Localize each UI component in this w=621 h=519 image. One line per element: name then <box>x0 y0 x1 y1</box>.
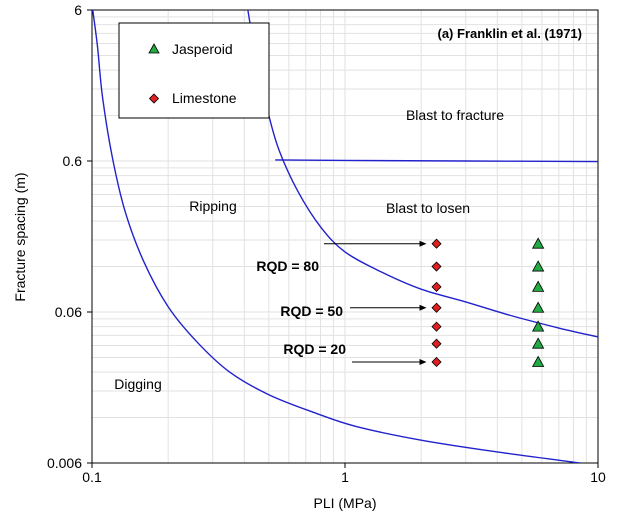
x-tick-label: 0.1 <box>82 469 102 485</box>
axis-ticks <box>87 9 599 468</box>
jasperoid-point <box>531 260 545 272</box>
x-tick-label: 1 <box>341 469 349 485</box>
region-label-blast-to-fracture: Blast to fracture <box>406 107 504 123</box>
limestone-point <box>431 338 442 349</box>
limestone-point <box>431 356 442 368</box>
rqd-arrow-head <box>419 358 427 365</box>
legend-box <box>118 22 270 119</box>
rqd-50-label: RQD = 50 <box>280 303 343 319</box>
y-tick-label: 0.06 <box>55 304 82 320</box>
region-label-ripping: Ripping <box>189 198 236 214</box>
y-tick-label: 0.006 <box>47 455 82 471</box>
jasperoid-point <box>531 280 545 292</box>
limestone-point <box>431 281 442 292</box>
rqd-80-label: RQD = 80 <box>256 258 319 274</box>
boundary-curve-1 <box>92 10 581 463</box>
limestone-point <box>431 302 442 313</box>
region-label-blast-to-losen: Blast to losen <box>386 200 470 216</box>
y-tick-label: 6 <box>74 2 82 18</box>
y-axis-label: Fracture spacing (m) <box>12 172 28 301</box>
boundary-curve-2 <box>247 10 598 338</box>
limestone-point <box>431 238 442 249</box>
legend-jasperoid-label: Jasperoid <box>172 41 233 57</box>
rqd-arrow-head <box>419 304 427 311</box>
legend-jasperoid-marker <box>148 43 160 54</box>
jasperoid-point <box>531 337 545 349</box>
limestone-point <box>431 321 442 332</box>
y-tick-label: 0.6 <box>63 153 83 169</box>
rqd-arrows <box>324 240 427 365</box>
jasperoid-point <box>531 355 545 367</box>
data-points <box>431 237 545 368</box>
limestone-point <box>431 261 442 272</box>
legend: Jasperoid Limestone <box>118 22 270 119</box>
jasperoid-point <box>531 237 545 249</box>
jasperoid-point <box>531 320 545 332</box>
legend-limestone-label: Limestone <box>172 90 237 106</box>
legend-limestone-marker <box>148 93 160 104</box>
rqd-20-label: RQD = 20 <box>283 341 346 357</box>
rqd-arrow-head <box>419 240 427 247</box>
x-tick-label: 10 <box>590 469 606 485</box>
region-label-digging: Digging <box>114 376 161 392</box>
jasperoid-point <box>531 301 545 313</box>
boundary-curve-3 <box>275 159 598 163</box>
x-axis-label: PLI (MPa) <box>313 495 376 511</box>
chart-title: (a) Franklin et al. (1971) <box>438 26 583 41</box>
